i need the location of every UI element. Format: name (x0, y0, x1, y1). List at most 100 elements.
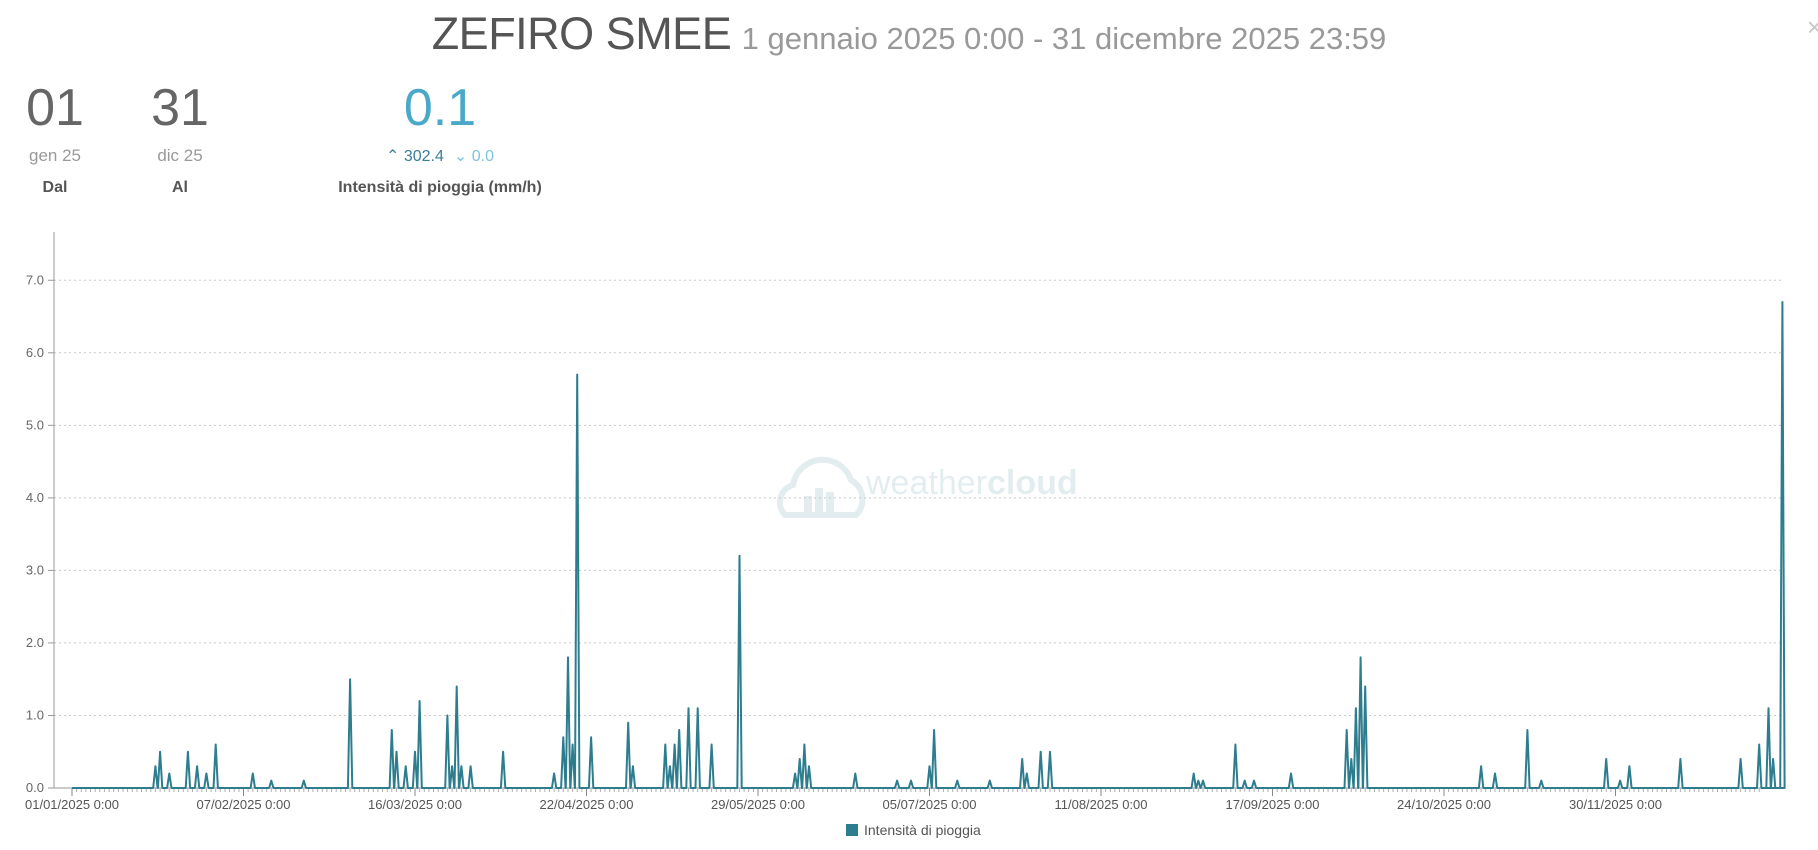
data-point (159, 750, 162, 753)
rain-min-value: 0.0 (471, 148, 494, 165)
data-point (1197, 779, 1200, 782)
data-point (469, 765, 472, 768)
weathercloud-watermark: weathercloud (776, 456, 1078, 518)
data-point (854, 772, 857, 775)
x-tick-label: 05/07/2025 0:00 (883, 797, 977, 810)
to-label: Al (172, 179, 188, 196)
data-point (154, 765, 157, 768)
y-tick-label: 1.0 (26, 707, 44, 722)
data-point (673, 743, 676, 746)
data-point (571, 743, 574, 746)
data-point (1364, 685, 1367, 688)
data-point (1772, 757, 1775, 760)
data-point (1781, 301, 1784, 304)
data-point (627, 721, 630, 724)
data-point (566, 656, 569, 659)
x-tick-label: 07/02/2025 0:00 (197, 797, 291, 810)
rain-label: Intensità di pioggia (mm/h) (338, 179, 542, 196)
x-tick-label: 22/04/2025 0:00 (540, 797, 634, 810)
data-point (1290, 772, 1293, 775)
data-point (270, 779, 273, 782)
data-point (390, 728, 393, 731)
data-point (451, 765, 454, 768)
data-point (988, 779, 991, 782)
data-point (928, 765, 931, 768)
rain-current-value: 0.1 (403, 79, 477, 137)
close-icon[interactable]: × (1806, 12, 1818, 42)
data-point (502, 750, 505, 753)
y-tick-label: 2.0 (26, 635, 44, 650)
rain-min: ⌄ 0.0 (454, 148, 494, 165)
y-tick-label: 4.0 (26, 490, 44, 505)
data-point (404, 765, 407, 768)
svg-text:weathercloud: weathercloud (865, 464, 1078, 502)
x-tick-label: 29/05/2025 0:00 (711, 797, 805, 810)
watermark-bar (815, 488, 823, 514)
data-point (196, 765, 199, 768)
stat-rain-intensity: 0.1 ⌃ 302.4 ⌄ 0.0 Intensità di pioggia (m… (330, 80, 550, 197)
data-point (678, 728, 681, 731)
stat-from: 01 gen 25 Dal (20, 80, 90, 197)
data-point (562, 736, 565, 739)
data-point (302, 779, 305, 782)
data-point (455, 685, 458, 688)
y-tick-label: 6.0 (26, 345, 44, 360)
data-point (186, 750, 189, 753)
chart-title: ZEFIRO SMEE 1 gennaio 2025 0:00 - 31 dic… (0, 8, 1818, 60)
data-point (1480, 765, 1483, 768)
x-tick-label: 24/10/2025 0:00 (1397, 797, 1491, 810)
station-name: ZEFIRO SMEE (431, 8, 732, 59)
data-point (446, 714, 449, 717)
rain-min-max: ⌃ 302.4 ⌄ 0.0 (330, 146, 550, 166)
data-point (214, 743, 217, 746)
data-point (1049, 750, 1052, 753)
from-month: gen 25 (29, 146, 81, 165)
data-point (1345, 728, 1348, 731)
to-month: dic 25 (157, 146, 203, 165)
data-point (1628, 765, 1631, 768)
data-point (696, 707, 699, 710)
data-point (168, 772, 171, 775)
from-label: Dal (42, 179, 68, 196)
data-point (1526, 728, 1529, 731)
x-tick-label: 11/08/2025 0:00 (1054, 797, 1147, 810)
data-point (1039, 750, 1042, 753)
data-point (1350, 757, 1353, 760)
legend-swatch (846, 824, 858, 836)
watermark-text-light: weather (865, 464, 987, 502)
data-point (1192, 772, 1195, 775)
y-tick-label: 5.0 (26, 417, 44, 432)
rain-intensity-line (72, 301, 1786, 789)
data-point (1758, 743, 1761, 746)
data-point (349, 678, 352, 681)
data-point (1679, 757, 1682, 760)
data-point (1201, 779, 1204, 782)
data-point (710, 743, 713, 746)
data-point (664, 743, 667, 746)
data-point (631, 765, 634, 768)
rain-max: ⌃ 302.4 (386, 148, 444, 165)
data-point (909, 779, 912, 782)
x-tick-label: 30/11/2025 0:00 (1569, 797, 1662, 810)
cloud-icon (776, 456, 866, 518)
data-point (460, 765, 463, 768)
data-point (807, 765, 810, 768)
legend[interactable]: Intensità di pioggia (846, 822, 981, 838)
data-point (1619, 779, 1622, 782)
chevron-down-icon: ⌄ (453, 148, 468, 165)
data-point (738, 554, 741, 557)
y-tick-label: 7.0 (26, 272, 44, 287)
data-point (668, 765, 671, 768)
data-point (1359, 656, 1362, 659)
data-point (1021, 757, 1024, 760)
data-point (205, 772, 208, 775)
data-point (896, 779, 899, 782)
data-point (576, 373, 579, 376)
data-point (1234, 743, 1237, 746)
legend-label: Intensità di pioggia (864, 822, 981, 838)
watermark-bar (804, 496, 812, 514)
data-point (251, 772, 254, 775)
data-point (418, 699, 421, 702)
data-point (1252, 779, 1255, 782)
data-point (1605, 757, 1608, 760)
